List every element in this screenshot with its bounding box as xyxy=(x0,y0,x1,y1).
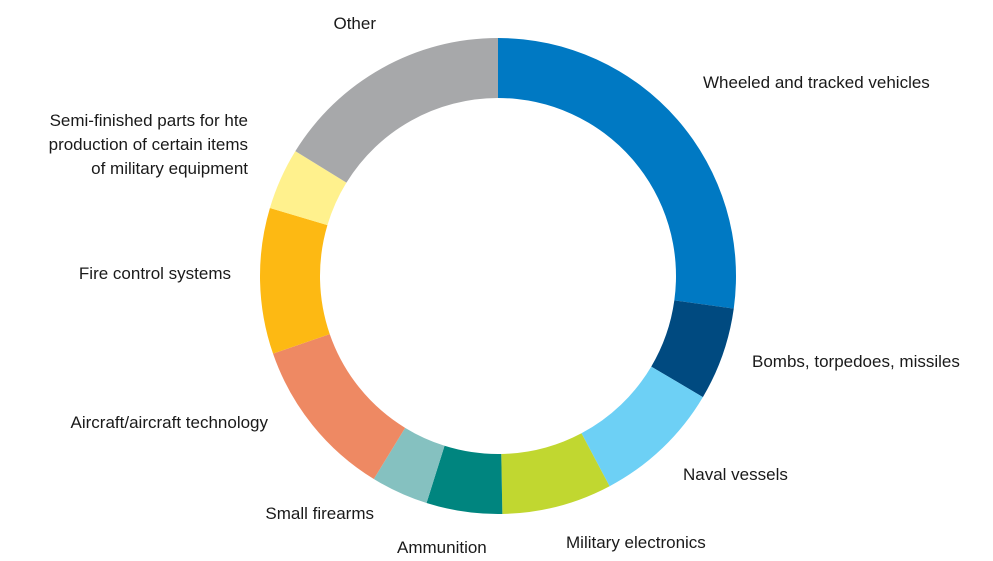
donut-slice-10 xyxy=(295,38,498,183)
donut-slice-3 xyxy=(581,366,703,487)
slice-label-9: Semi-finished parts for hte production of… xyxy=(49,111,249,178)
donut-slice-8 xyxy=(260,207,330,354)
slice-label-line: Wheeled and tracked vehicles xyxy=(703,73,930,92)
slice-label-line: Fire control systems xyxy=(79,264,231,283)
slice-label-line: production of certain items xyxy=(49,135,248,154)
slice-label-line: Other xyxy=(333,14,376,33)
slice-label-line: Ammunition xyxy=(397,538,487,557)
slice-label-line: Naval vessels xyxy=(683,465,788,484)
donut-slice-6 xyxy=(373,427,445,504)
slice-label-line: of military equipment xyxy=(91,159,248,178)
slice-label-line: Small firearms xyxy=(265,504,374,523)
slice-label-5: Ammunition xyxy=(397,538,487,557)
slice-label-2: Bombs, torpedoes, missiles xyxy=(752,352,960,371)
donut-slice-9 xyxy=(269,151,347,226)
donut-slice-7 xyxy=(273,334,406,480)
donut-slice-4 xyxy=(501,433,610,514)
slice-label-line: Semi-finished parts for hte xyxy=(50,111,248,130)
slice-label-4: Military electronics xyxy=(566,533,706,552)
slice-label-8: Fire control systems xyxy=(79,264,231,283)
slice-label-7: Aircraft/aircraft technology xyxy=(71,413,269,432)
slice-label-line: Aircraft/aircraft technology xyxy=(71,413,269,432)
slice-label-line: Military electronics xyxy=(566,533,706,552)
donut-slice-1 xyxy=(498,38,737,309)
slice-label-line: Bombs, torpedoes, missiles xyxy=(752,352,960,371)
donut-slice-5 xyxy=(426,445,503,514)
slice-label-10: Other xyxy=(333,14,376,33)
slice-label-6: Small firearms xyxy=(265,504,374,523)
slice-label-1: Wheeled and tracked vehicles xyxy=(703,73,930,92)
slice-label-3: Naval vessels xyxy=(683,465,788,484)
donut-slice-2 xyxy=(651,300,734,398)
